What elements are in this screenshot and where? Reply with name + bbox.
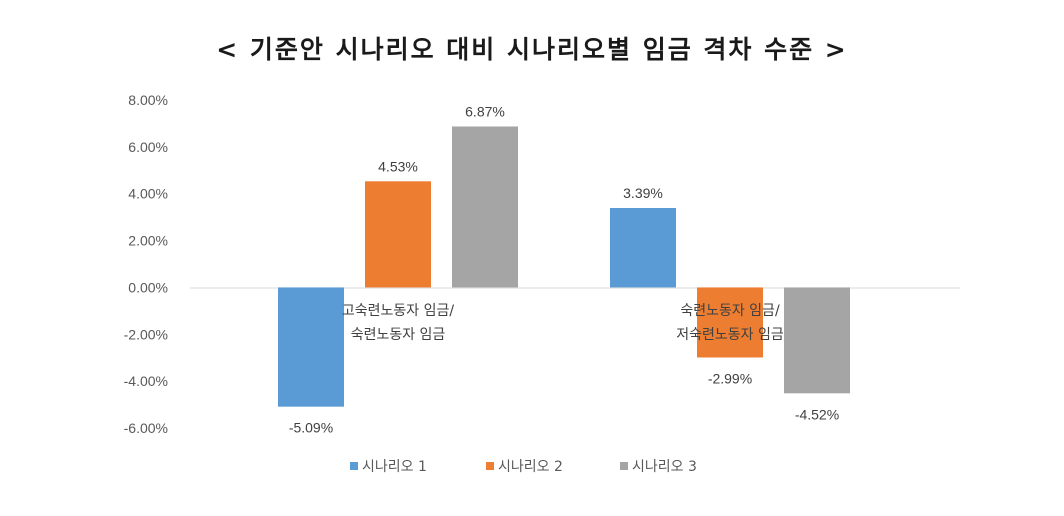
data-label: 6.87% xyxy=(465,103,505,119)
data-label: -4.52% xyxy=(795,406,839,422)
y-tick-label: -4.00% xyxy=(124,373,168,389)
legend: 시나리오 1 시나리오 2 시나리오 3 xyxy=(350,459,697,475)
y-axis-ticks: 8.00% 6.00% 4.00% 2.00% 0.00% -2.00% -4.00% -6.… xyxy=(124,92,168,436)
data-label: -5.09% xyxy=(289,420,333,436)
category-label: 숙련노동자 임금 xyxy=(351,327,446,343)
bar xyxy=(610,208,676,288)
bar xyxy=(452,126,518,288)
data-label: 4.53% xyxy=(378,158,418,174)
bar xyxy=(365,181,431,288)
category-labels: 고숙련노동자 임금/숙련노동자 임금 숙련노동자 임금/저숙련노동자 임금 xyxy=(342,303,784,343)
chart-title: < 기준안 시나리오 대비 시나리오별 임금 격차 수준 > xyxy=(216,35,848,64)
bar xyxy=(697,287,763,358)
data-label: -2.99% xyxy=(708,370,752,386)
bar xyxy=(278,287,344,407)
legend-swatch xyxy=(486,462,494,470)
category-label: 숙련노동자 임금/ xyxy=(680,303,780,319)
legend-swatch xyxy=(620,462,628,470)
data-label: 3.39% xyxy=(623,185,663,201)
bar xyxy=(784,287,850,394)
legend-swatch xyxy=(350,462,358,470)
data-labels: -5.09% 3.39% 4.53% -2.99% 6.87% -4.52% xyxy=(289,103,839,435)
y-tick-label: -2.00% xyxy=(124,326,168,342)
category-label: 고숙련노동자 임금/ xyxy=(342,303,454,319)
legend-label: 시나리오 1 xyxy=(362,459,427,475)
category-label: 저숙련노동자 임금 xyxy=(676,327,784,343)
legend-label: 시나리오 2 xyxy=(498,459,563,475)
legend-label: 시나리오 3 xyxy=(632,459,697,475)
y-tick-label: 8.00% xyxy=(128,92,168,108)
y-tick-label: 6.00% xyxy=(128,139,168,155)
y-tick-label: 0.00% xyxy=(128,279,168,295)
y-tick-label: 2.00% xyxy=(128,233,168,249)
y-tick-label: -6.00% xyxy=(124,420,168,436)
y-tick-label: 4.00% xyxy=(128,186,168,202)
bars xyxy=(278,126,850,407)
